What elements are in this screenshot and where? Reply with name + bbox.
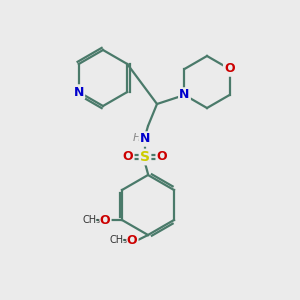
Text: O: O (224, 62, 235, 76)
Text: H: H (133, 133, 141, 143)
Text: N: N (74, 85, 84, 98)
Text: CH₃: CH₃ (83, 215, 101, 225)
Text: N: N (140, 133, 150, 146)
Text: N: N (179, 88, 190, 101)
Text: O: O (127, 233, 137, 247)
Text: O: O (100, 214, 110, 226)
Text: O: O (157, 151, 167, 164)
Text: O: O (123, 151, 133, 164)
Text: CH₃: CH₃ (110, 235, 128, 245)
Text: S: S (140, 150, 150, 164)
